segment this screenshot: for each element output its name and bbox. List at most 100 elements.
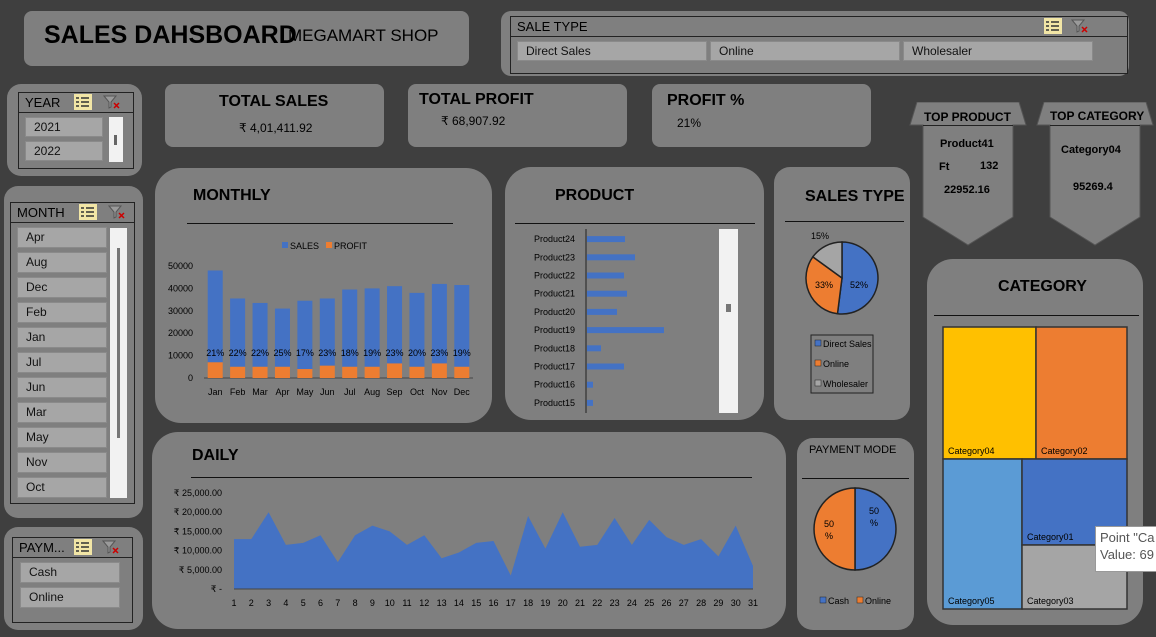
year-panel: YEAR 2021 2022 (7, 84, 142, 176)
payment-legend-swatch (819, 596, 827, 604)
payment-online[interactable]: Online (20, 587, 120, 608)
daily-ytick: ₹ 10,000.00 (174, 546, 222, 556)
payment-data-label-unit: % (870, 518, 878, 528)
sales-type-slice (805, 255, 843, 315)
multi-select-icon[interactable] (74, 539, 92, 555)
multi-select-icon[interactable] (1044, 18, 1062, 34)
top-category-shape (1036, 102, 1154, 246)
month-item-jun[interactable]: Jun (17, 377, 107, 398)
multi-select-icon[interactable] (79, 204, 97, 220)
profit-pct-label: PROFIT % (667, 92, 745, 109)
payment-legend-swatch (856, 596, 864, 604)
sales-type-legend-label: Online (823, 359, 849, 369)
daily-xtick: 24 (627, 598, 637, 608)
daily-xtick: 7 (335, 598, 340, 608)
year-2021[interactable]: 2021 (25, 117, 103, 137)
product-chart: Product24 Product23 Product22 Product21 Prod… (534, 229, 664, 413)
daily-xtick: 14 (454, 598, 464, 608)
total-profit-card: TOTAL PROFIT ₹ 68,907.92 (408, 84, 627, 147)
top-category-value: 95269.4 (1073, 181, 1113, 193)
product-bar (587, 345, 601, 352)
monthly-sales-bar (364, 288, 380, 367)
monthly-ytick: 50000 (168, 261, 193, 271)
sale-type-direct-sales[interactable]: Direct Sales (517, 41, 707, 61)
product-label: Product15 (534, 398, 575, 408)
month-item-nov[interactable]: Nov (17, 452, 107, 473)
monthly-data-label: 17% (296, 348, 314, 358)
sale-type-wholesaler[interactable]: Wholesaler (903, 41, 1093, 61)
month-item-apr[interactable]: Apr (17, 227, 107, 248)
month-item-may[interactable]: May (17, 427, 107, 448)
monthly-title: MONTHLY (193, 187, 271, 204)
clear-filter-icon[interactable] (102, 94, 121, 110)
payment-mode-divider (802, 478, 909, 479)
monthly-sales-bar (252, 302, 268, 367)
year-2022[interactable]: 2022 (25, 141, 103, 161)
month-item-feb[interactable]: Feb (17, 302, 107, 323)
payment-mode-slice (813, 487, 856, 571)
payment-slicer-title: PAYM... (13, 538, 132, 558)
sales-type-data-label: 52% (850, 280, 868, 290)
monthly-chart: 50000 40000 30000 20000 10000 0 21% Jan 22% Feb 22… (168, 241, 473, 397)
product-bar (587, 308, 617, 315)
month-scrollbar[interactable] (110, 228, 127, 498)
product-label: Product17 (534, 362, 575, 372)
payment-cash[interactable]: Cash (20, 562, 120, 583)
monthly-xtick: Feb (230, 387, 246, 397)
monthly-xtick: Sep (387, 387, 403, 397)
monthly-xtick: Nov (431, 387, 448, 397)
sales-type-data-label: 15% (811, 231, 829, 241)
year-scrollbar[interactable] (109, 117, 123, 162)
daily-area (234, 512, 753, 589)
daily-xtick: 22 (592, 598, 602, 608)
monthly-profit-bar (409, 366, 425, 378)
top-product-ft-value: 132 (980, 160, 999, 172)
multi-select-icon[interactable] (74, 94, 92, 110)
category-tile-label: Category01 (1027, 532, 1074, 542)
month-item-oct[interactable]: Oct (17, 477, 107, 498)
product-label: Product16 (534, 380, 575, 390)
sales-type-slice (811, 241, 843, 280)
product-label: Product19 (534, 325, 575, 335)
daily-xtick: 2 (249, 598, 254, 608)
monthly-data-label: 23% (430, 348, 448, 358)
monthly-profit-bar (319, 365, 335, 378)
sales-type-legend-label: Direct Sales (823, 339, 872, 349)
shop-name: MEGAMART SHOP (288, 26, 439, 45)
top-product-ft-label: Ft (939, 161, 950, 173)
category-tile (942, 458, 1023, 610)
clear-filter-icon[interactable] (1070, 18, 1089, 34)
month-item-dec[interactable]: Dec (17, 277, 107, 298)
monthly-xtick: Jul (344, 387, 356, 397)
product-scrollbar[interactable] (719, 229, 738, 413)
sales-type-legend-swatch (814, 379, 822, 387)
payment-slicer: PAYM... Cash Online (12, 537, 133, 623)
product-bar (587, 272, 624, 279)
clear-filter-icon[interactable] (107, 204, 126, 220)
daily-xtick: 28 (696, 598, 706, 608)
monthly-data-label: 19% (453, 348, 471, 358)
sales-type-title: SALES TYPE (805, 188, 905, 205)
product-panel: PRODUCT (505, 167, 764, 420)
payment-legend-label: Cash (828, 596, 849, 606)
payment-legend-label: Online (865, 596, 891, 606)
sale-type-online[interactable]: Online (710, 41, 900, 61)
month-panel: MONTH Apr Aug Dec Feb Jan Jul Jun Mar May Nov Oct (4, 186, 143, 518)
monthly-data-label: 25% (273, 348, 291, 358)
month-item-aug[interactable]: Aug (17, 252, 107, 273)
sales-type-data-label: 33% (815, 280, 833, 290)
month-item-jan[interactable]: Jan (17, 327, 107, 348)
product-label: Product22 (534, 271, 575, 281)
payment-mode-chart: 50% 50% Cash Online (813, 487, 897, 606)
tooltip-line-1: Point "Ca (1100, 530, 1155, 545)
sale-type-slicer: SALE TYPE Direct Sales Online Wholesaler (510, 16, 1128, 74)
daily-xtick: 20 (558, 598, 568, 608)
daily-xtick: 23 (610, 598, 620, 608)
month-item-mar[interactable]: Mar (17, 402, 107, 423)
top-product-shape (909, 102, 1027, 246)
daily-xtick: 13 (437, 598, 447, 608)
clear-filter-icon[interactable] (101, 539, 120, 555)
monthly-xtick: May (296, 387, 314, 397)
category-tile (1035, 326, 1128, 460)
month-item-jul[interactable]: Jul (17, 352, 107, 373)
